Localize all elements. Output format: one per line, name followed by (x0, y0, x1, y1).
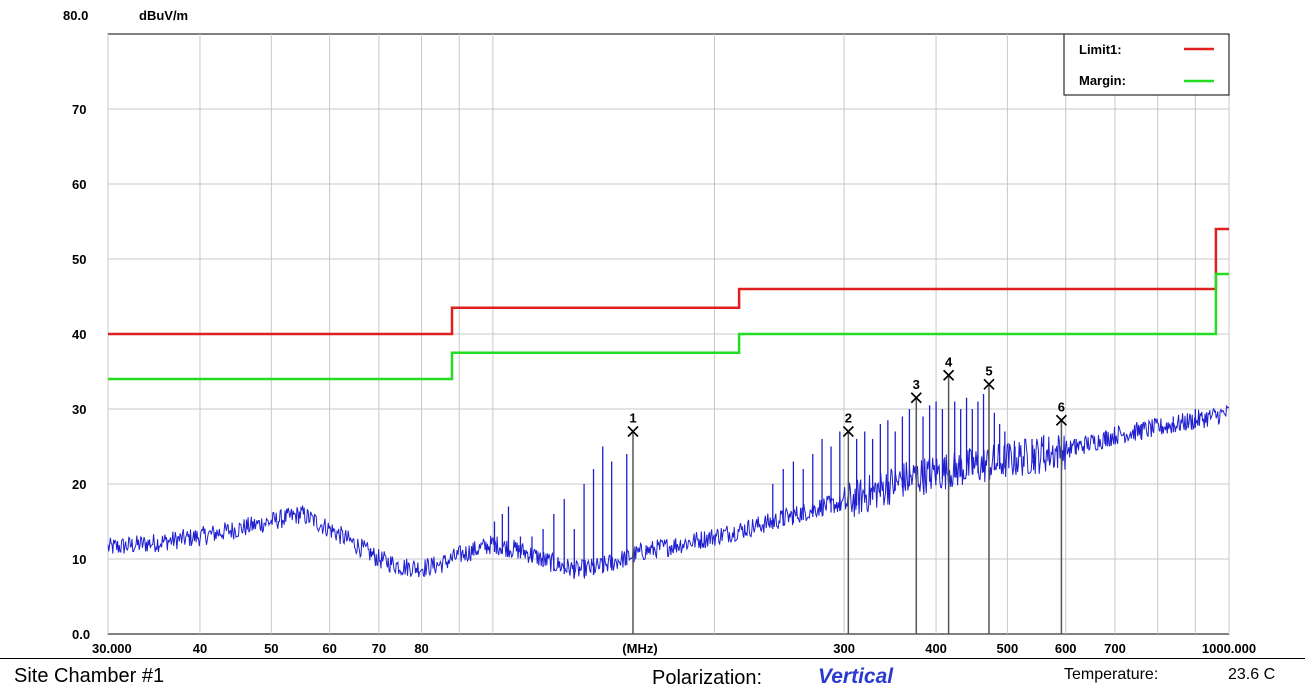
polarization-value: Vertical (818, 665, 894, 688)
x-tick-label: 80 (414, 641, 428, 656)
marker-3-cross (910, 392, 922, 404)
peak-markers: 1 2 3 4 5 6 (627, 354, 1067, 634)
legend-box (1063, 33, 1230, 96)
polarization-label: Polarization: (652, 667, 763, 689)
x-tick-label: 30.000 (92, 641, 132, 656)
marker-2-cross (842, 425, 854, 438)
marker-5-label: 5 (985, 363, 992, 378)
site-label: Site Chamber #1 (14, 665, 165, 687)
footer-info-bar: Site Chamber #1 Polarization: Vertical T… (0, 658, 1305, 694)
marker-6-cross (1055, 414, 1067, 426)
y-tick-label: 50 (72, 252, 86, 267)
y-tick-label: 30 (72, 402, 86, 417)
marker-6-label: 6 (1058, 399, 1065, 414)
temperature-value: 23.6 C (1228, 666, 1276, 683)
marker-1-label: 1 (629, 411, 636, 426)
marker-4-cross (943, 369, 955, 381)
measurement-line (107, 405, 1230, 580)
temperature-label: Temperature: (1064, 666, 1159, 683)
x-tick-label: 50 (264, 641, 278, 656)
marker-4-label: 4 (945, 354, 953, 369)
x-axis-unit: (MHz) (622, 641, 657, 656)
y-tick-label: 60 (72, 177, 86, 192)
y-tick-label: 70 (72, 102, 86, 117)
y-axis-unit: dBuV/m (139, 8, 188, 23)
marker-2-label: 2 (845, 411, 852, 426)
legend-margin-label: Margin: (1079, 73, 1126, 88)
marker-1-cross (627, 425, 639, 438)
x-tick-label: 500 (997, 641, 1019, 656)
margin-line (108, 272, 1229, 381)
y-tick-label: 10 (72, 552, 86, 567)
y-tick-label: 40 (72, 327, 86, 342)
limit1-line (108, 227, 1229, 336)
y-tick-label: 0.0 (72, 627, 90, 642)
y-axis-top-label: 80.0 (63, 8, 88, 23)
legend-limit-label: Limit1: (1079, 42, 1122, 57)
x-tick-label: 400 (925, 641, 947, 656)
x-tick-label: 700 (1104, 641, 1126, 656)
y-tick-label: 20 (72, 477, 86, 492)
x-tick-label: 70 (372, 641, 386, 656)
legend: Limit1: Margin: (1063, 33, 1230, 96)
limit-lines (108, 227, 1229, 381)
axes: 80.0 dBuV/m (MHz) 70 60 50 40 30 20 10 0.030.00… (63, 8, 1256, 656)
x-tick-label: 600 (1055, 641, 1077, 656)
measurement-trace (107, 405, 1230, 580)
x-tick-label: 1000.000 (1202, 641, 1256, 656)
marker-5-cross (983, 378, 995, 390)
x-tick-label: 40 (193, 641, 207, 656)
x-tick-label: 60 (322, 641, 336, 656)
x-tick-label: 300 (833, 641, 855, 656)
marker-3-label: 3 (913, 377, 920, 392)
